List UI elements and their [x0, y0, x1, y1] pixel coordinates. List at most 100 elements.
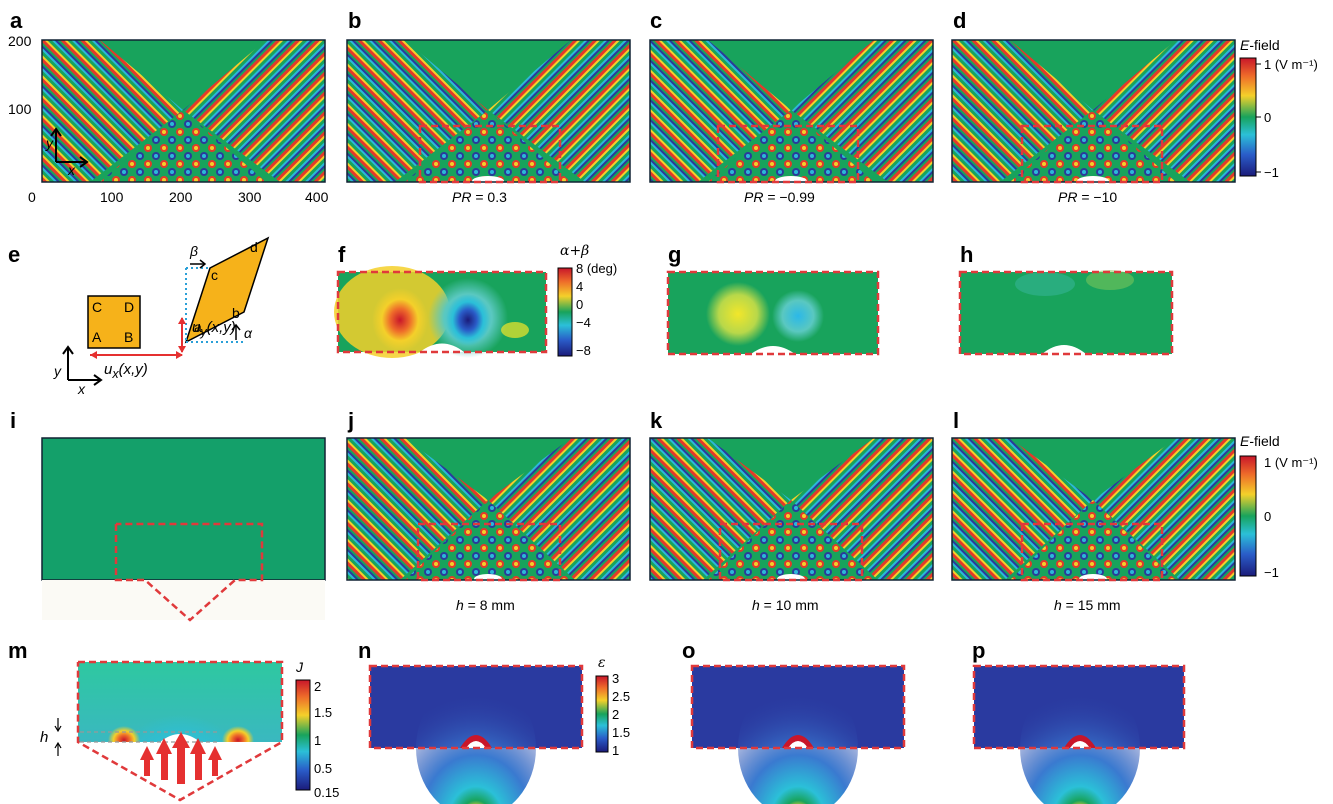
a-xtick-400: 400 — [305, 189, 329, 205]
e-corner-D: D — [124, 299, 135, 315]
J-tick-0-5: 0.5 — [314, 761, 333, 776]
panel-g-dashed-frame — [666, 270, 880, 356]
caption-j: h = 8 mm — [456, 597, 515, 613]
J-tick-1-5: 1.5 — [314, 705, 333, 720]
panel-p-dashed-frame — [972, 664, 1186, 750]
panel-k-dashed-box — [718, 522, 864, 582]
efield-colorbar-title-bottom: E-field — [1240, 433, 1280, 449]
J-tick-2: 2 — [314, 679, 322, 694]
e-corner-B: B — [124, 329, 134, 345]
panel-e-diagram — [62, 236, 270, 386]
panel-label-p: p — [972, 638, 986, 663]
e-corner-a: a — [194, 319, 202, 335]
e-alpha-label: α — [244, 325, 252, 341]
panel-label-g: g — [668, 242, 682, 267]
angle-tick-neg8: −8 — [576, 343, 591, 358]
eps-tick-2: 2 — [612, 707, 620, 722]
a-xtick-300: 300 — [238, 189, 262, 205]
panel-c-frame — [649, 39, 934, 183]
panel-l-field — [952, 438, 1235, 580]
panel-j-field — [347, 438, 630, 580]
panel-c-field — [650, 40, 933, 182]
efield-colorbar-bottom — [1239, 455, 1257, 577]
panel-n-dashed-frame — [368, 664, 584, 750]
caption-c: PR = −0.99 — [744, 189, 815, 205]
J-colorbar-title: J — [296, 659, 303, 675]
e-axis-y-label: y — [54, 363, 61, 379]
panel-o-permittivity-map — [692, 666, 904, 804]
panel-o-dashed-frame — [690, 664, 906, 750]
J-colorbar — [295, 679, 311, 791]
panel-label-d: d — [953, 8, 967, 33]
panel-b-field — [347, 40, 630, 182]
panel-label-e: e — [8, 242, 21, 267]
efield-bottom-tick-1: 1 (V m⁻¹) — [1264, 455, 1318, 470]
angle-colorbar-title: α+β — [560, 243, 590, 259]
e-beta-label: β — [190, 243, 198, 259]
J-tick-1: 1 — [314, 733, 322, 748]
panel-f-dashed-frame — [336, 270, 548, 354]
eps-tick-1: 1 — [612, 743, 620, 758]
panel-label-f: f — [338, 242, 346, 267]
e-uy-label: uy(x,y) — [192, 319, 236, 339]
e-ux-label: ux(x,y) — [104, 361, 148, 381]
panel-label-c: c — [650, 8, 663, 33]
efield-colorbar-top — [1239, 57, 1257, 177]
a-xtick-200: 200 — [169, 189, 193, 205]
angle-colorbar — [557, 267, 573, 357]
caption-d: PR = −10 — [1058, 189, 1118, 205]
eps-tick-2-5: 2.5 — [612, 689, 631, 704]
panel-c-dashed-box — [716, 124, 860, 184]
eps-tick-3: 3 — [612, 671, 620, 686]
angle-tick-4: 4 — [576, 279, 584, 294]
panel-label-a: a — [10, 8, 23, 33]
e-axis-x-label: x — [78, 381, 85, 397]
panel-m-current-map — [54, 660, 284, 802]
panel-b-dashed-box — [418, 124, 562, 184]
panel-label-j: j — [348, 408, 355, 433]
e-corner-A: A — [92, 329, 102, 345]
efield-top-tick-0: 0 — [1264, 110, 1272, 125]
panel-p-permittivity-map — [974, 666, 1184, 804]
e-corner-C: C — [92, 299, 103, 315]
caption-l: h = 15 mm — [1054, 597, 1121, 613]
panel-g-angle-map — [668, 272, 878, 354]
caption-b: PR = 0.3 — [452, 189, 507, 205]
eps-tick-1-5: 1.5 — [612, 725, 631, 740]
e-corner-d: d — [250, 239, 258, 255]
panel-label-o: o — [682, 638, 696, 663]
panel-a-field — [42, 40, 325, 182]
panel-f-angle-map — [334, 266, 546, 358]
panel-h-angle-map — [960, 270, 1172, 354]
a-xtick-0: 0 — [28, 189, 36, 205]
m-h-label: h — [40, 729, 49, 746]
efield-bottom-tick-0: 0 — [1264, 509, 1272, 524]
e-corner-b: b — [232, 305, 240, 321]
a-ytick-100: 100 — [8, 101, 32, 117]
panel-label-m: m — [8, 638, 28, 663]
angle-tick-neg4: −4 — [576, 315, 591, 330]
eps-colorbar — [595, 675, 609, 753]
panel-k-field — [650, 438, 933, 580]
panel-l-dashed-box — [1020, 522, 1164, 582]
panel-d-field — [952, 40, 1235, 182]
efield-colorbar-title-top: E-field — [1240, 37, 1280, 53]
angle-tick-0: 0 — [576, 297, 584, 312]
efield-top-tick-neg1: −1 — [1264, 165, 1279, 180]
panel-h-dashed-frame — [958, 270, 1174, 356]
J-tick-0-15: 0.15 — [314, 785, 340, 800]
a-axis-y-label: y — [46, 135, 53, 151]
panel-label-b: b — [348, 8, 362, 33]
panel-d-dashed-box — [1020, 124, 1164, 184]
efield-colorbar-top-ticks — [1256, 63, 1261, 173]
panel-a-frame — [41, 39, 326, 183]
panel-j-dashed-box — [416, 522, 562, 582]
a-axis-x-label: x — [68, 162, 75, 178]
e-corner-c: c — [211, 267, 218, 283]
eps-colorbar-title: ε — [598, 655, 606, 671]
panel-label-n: n — [358, 638, 372, 663]
angle-tick-8: 8 (deg) — [576, 261, 618, 276]
caption-k: h = 10 mm — [752, 597, 819, 613]
panel-n-permittivity-map — [370, 666, 582, 804]
